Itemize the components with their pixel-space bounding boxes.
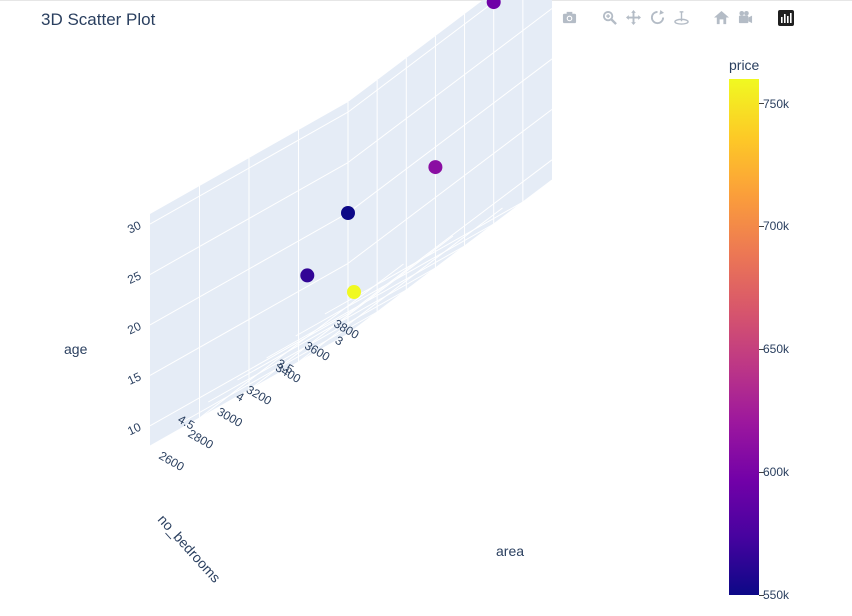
plotly-logo-icon[interactable] xyxy=(777,9,794,26)
colorbar-title: price xyxy=(729,57,760,73)
wall-area-age xyxy=(348,0,552,334)
gridline-bedrooms xyxy=(347,179,553,335)
orbit-rotation-icon[interactable] xyxy=(649,9,666,26)
colorbar-tick-label: 750k xyxy=(763,96,790,111)
age-tick-label: 30 xyxy=(125,218,143,236)
area-axis-title: area xyxy=(496,543,524,559)
camera-icon[interactable] xyxy=(561,9,578,26)
age-tick-label: 25 xyxy=(125,268,143,286)
colorbar-tick xyxy=(759,348,764,350)
colorbar-tick-label: 550k xyxy=(763,588,790,602)
camera-view-icon[interactable] xyxy=(737,9,754,26)
data-point[interactable] xyxy=(428,160,443,175)
area-tick-label: 3000 xyxy=(215,404,245,430)
gridline-age xyxy=(149,313,349,427)
age-tick-label: 15 xyxy=(125,369,143,387)
colorbar-tick xyxy=(759,594,764,596)
gridline-age xyxy=(347,0,498,113)
age-tick-label: 10 xyxy=(125,420,143,438)
zoom-icon[interactable] xyxy=(601,9,618,26)
gridline-age xyxy=(149,212,349,326)
modebar xyxy=(561,9,794,26)
gridline-age xyxy=(347,58,553,214)
gridline-bedrooms xyxy=(248,235,454,391)
data-point[interactable] xyxy=(300,268,315,283)
colorbar-tick-label: 700k xyxy=(763,219,790,234)
gridline-age xyxy=(149,262,349,376)
top-border xyxy=(0,0,852,1)
gridline-bedrooms xyxy=(298,207,503,363)
chart-title: 3D Scatter Plot xyxy=(41,10,156,29)
gridline-age xyxy=(347,8,553,163)
area-tick-label: 3200 xyxy=(244,382,274,408)
colorbar-tick xyxy=(759,471,764,473)
colorbar-tick-label: 650k xyxy=(763,342,790,357)
gridline-age xyxy=(347,159,553,315)
gridline-age xyxy=(149,111,349,225)
colorbar-tick xyxy=(759,103,764,105)
data-point[interactable] xyxy=(486,0,501,10)
area-tick-label: 2600 xyxy=(157,448,187,474)
colorbar-tick-label: 600k xyxy=(763,465,790,480)
gridline-age xyxy=(347,108,553,264)
age-axis-title: age xyxy=(64,341,88,357)
gridline-age xyxy=(149,162,349,275)
gridline-bedrooms xyxy=(199,263,404,419)
age-tick-label: 20 xyxy=(125,319,143,337)
data-point[interactable] xyxy=(341,206,355,220)
pan-icon[interactable] xyxy=(625,9,642,26)
colorbar-tick xyxy=(759,225,764,227)
colorbar xyxy=(729,79,759,595)
reset-camera-icon[interactable] xyxy=(713,9,730,26)
data-point[interactable] xyxy=(347,285,361,299)
turntable-rotation-icon[interactable] xyxy=(673,9,690,26)
bedrooms-axis-title: no_bedrooms xyxy=(155,511,224,585)
